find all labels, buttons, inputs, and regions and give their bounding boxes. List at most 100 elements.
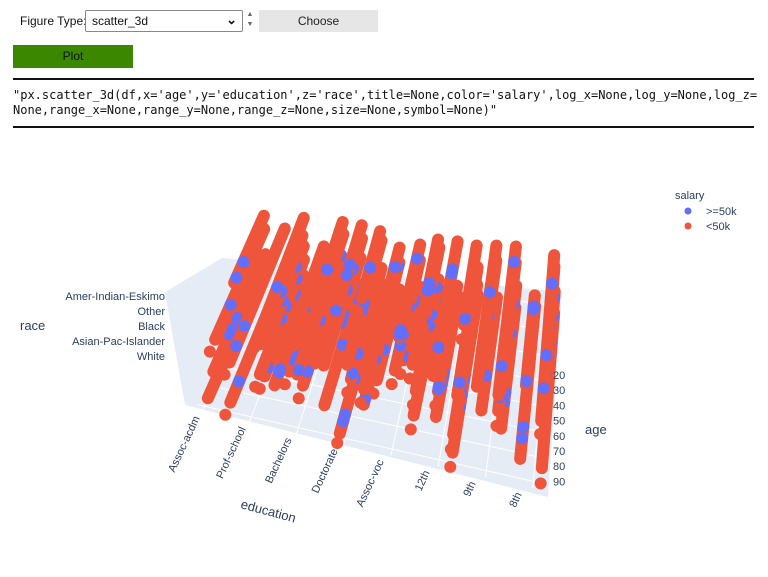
point-streak-low-salary (268, 240, 330, 392)
point-high-salary (343, 258, 356, 271)
point-low-salary (455, 333, 468, 346)
y-tick-label: 8th (507, 491, 524, 510)
point-high-salary (537, 382, 550, 395)
point-high-salary (233, 375, 246, 388)
point-high-salary (495, 360, 508, 373)
legend-entry-low[interactable]: <50k (706, 221, 731, 233)
z-axis-title: race (20, 318, 45, 333)
point-low-salary (406, 398, 419, 411)
point-high-salary (421, 284, 434, 297)
grid-line (197, 404, 541, 484)
point-high-salary (540, 349, 553, 362)
y-tick-label: Assoc-voc (354, 457, 387, 509)
point-low-salary (247, 342, 260, 355)
point-high-salary (340, 268, 353, 281)
z-tick-label: Black (138, 321, 165, 333)
point-high-salary (410, 252, 423, 265)
point-high-salary (394, 324, 407, 337)
legend-entry-high[interactable]: >=50k (706, 206, 737, 218)
x-axis-title: age (585, 422, 607, 437)
y-tick-label: Prof-school (214, 425, 248, 480)
y-tick-label: Assoc-acdm (166, 414, 202, 474)
race-wall (165, 258, 228, 405)
legend[interactable]: salary >=50k <50k (675, 190, 737, 233)
y-tick-label: Doctorate (310, 447, 341, 495)
z-tick-label: Asian-Pac-Islander (72, 336, 165, 348)
point-low-salary (218, 368, 231, 381)
chevron-down-icon: ⌄ (226, 12, 237, 27)
divider-bottom (13, 126, 754, 128)
figure-type-select[interactable]: scatter_3d ⌄ (85, 10, 243, 32)
point-streak-low-salary (344, 262, 388, 386)
plot-button[interactable]: Plot (13, 45, 133, 68)
point-streak-low-salary (228, 209, 270, 289)
point-low-salary (403, 372, 416, 385)
spinner-arrows-icon[interactable]: ▲ ▼ (246, 11, 254, 28)
point-high-salary (224, 298, 237, 311)
point-low-salary (354, 396, 367, 409)
point-low-salary (341, 386, 354, 399)
point-high-salary (516, 432, 529, 445)
x-tick-label: 60 (553, 431, 565, 443)
point-streak-low-salary (431, 279, 464, 398)
point-high-salary (230, 340, 243, 353)
point-high-salary (273, 366, 286, 379)
point-low-salary (331, 436, 344, 449)
z-tick-label: Other (137, 306, 165, 318)
scatter-3d-plot[interactable]: 20 30 40 50 60 70 80 90 Assoc-acdm Prof-school Bac… (0, 140, 768, 577)
point-high-salary (321, 263, 334, 276)
x-tick-label: 40 (553, 400, 565, 412)
point-high-salary (453, 376, 466, 389)
point-low-salary (304, 313, 317, 326)
point-high-salary (445, 267, 458, 280)
point-low-salary (444, 443, 457, 456)
point-high-salary (364, 261, 377, 274)
x-tick-label: 70 (553, 446, 565, 458)
point-low-salary (385, 378, 398, 391)
point-low-salary (444, 460, 457, 473)
z-tick-label: Amer-Indian-Eskimo (65, 291, 165, 303)
point-low-salary (219, 408, 232, 421)
x-tick-label: 90 (553, 476, 565, 488)
point-high-salary (271, 281, 284, 294)
point-low-salary (316, 349, 329, 362)
point-low-salary (534, 428, 547, 441)
point-low-salary (404, 423, 417, 436)
point-streak-low-salary (223, 222, 291, 369)
point-high-salary (546, 277, 559, 290)
x-tick-label: 30 (553, 385, 565, 397)
point-high-salary (226, 322, 239, 335)
point-high-salary (508, 256, 521, 269)
point-low-salary (249, 380, 262, 393)
point-low-salary (534, 477, 547, 490)
point-streak-low-salary (320, 219, 368, 349)
x-tick-label: 20 (553, 370, 565, 382)
figure-type-value: scatter_3d (92, 14, 149, 28)
z-tick-label: White (137, 351, 165, 363)
y-tick-label: Bachelors (263, 436, 295, 486)
choose-button[interactable]: Choose (259, 10, 378, 32)
point-high-salary (238, 320, 251, 333)
point-high-salary (432, 341, 445, 354)
grid-line (206, 384, 543, 459)
y-tick-label: 12th (413, 469, 433, 493)
point-high-salary (527, 300, 540, 313)
y-tick-label: 9th (461, 480, 478, 499)
point-low-salary (203, 345, 216, 358)
point-high-salary (520, 374, 533, 387)
y-axis-title: education (239, 496, 297, 525)
divider-top (13, 78, 754, 80)
point-high-salary (337, 415, 350, 428)
code-output: "px.scatter_3d(df,x='age',y='education',… (13, 88, 758, 117)
point-streak-low-salary (370, 283, 406, 387)
point-high-salary (292, 364, 305, 377)
point-low-salary (429, 399, 442, 412)
point-high-salary (459, 312, 472, 325)
point-high-salary (517, 420, 530, 433)
point-high-salary (237, 255, 250, 268)
x-tick-label: 80 (553, 461, 565, 473)
point-high-salary (483, 286, 496, 299)
point-streak-low-salary (252, 211, 310, 342)
legend-marker-high (684, 207, 692, 215)
point-streak-low-salary (406, 233, 445, 371)
